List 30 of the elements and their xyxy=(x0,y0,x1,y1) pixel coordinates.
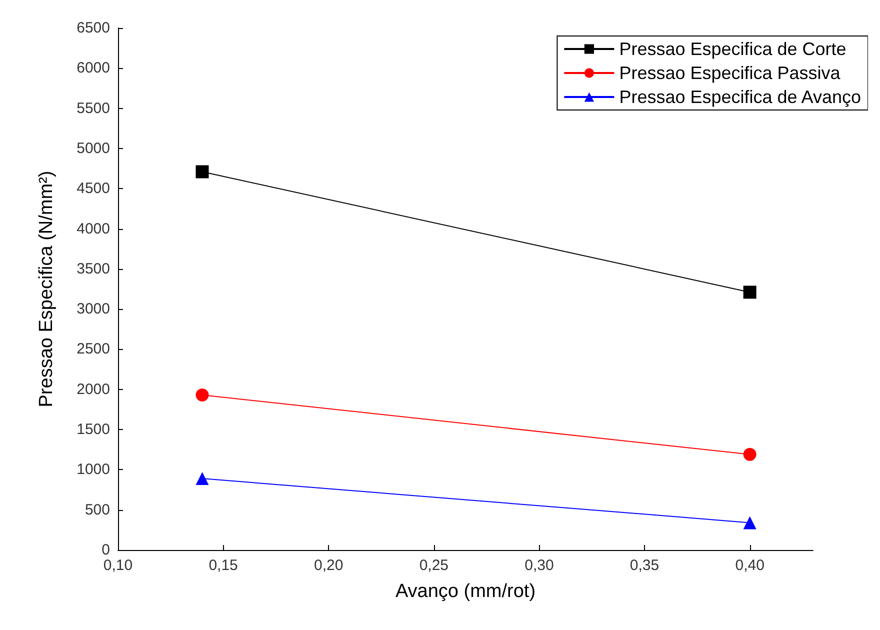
point xyxy=(743,448,756,461)
y-tick-label: 4000 xyxy=(76,220,110,238)
y-tick-label: 5500 xyxy=(76,100,110,117)
y-tick-label: 5000 xyxy=(76,140,110,157)
y-tick-label: 6000 xyxy=(76,60,110,77)
y-tick-label: 4500 xyxy=(76,180,110,198)
point xyxy=(743,286,756,299)
y-tick-label: 1500 xyxy=(76,421,110,438)
y-tick-label: 3000 xyxy=(76,300,110,318)
point xyxy=(196,388,209,402)
x-tick-label: 0,20 xyxy=(314,557,344,574)
y-tick-label: 500 xyxy=(84,501,110,518)
y-tick-label: 3500 xyxy=(76,260,110,278)
y-tick-label: 6500 xyxy=(76,20,110,36)
legend-label: Pressao Especifica de Avanço xyxy=(619,87,862,107)
x-tick-label: 0,35 xyxy=(630,557,660,574)
legend-label: Pressao Especifica Passiva xyxy=(619,63,842,83)
x-tick-label: 0,25 xyxy=(419,557,449,574)
x-tick-label: 0,15 xyxy=(208,557,238,574)
x-axis-title: Avanço (mm/rot) xyxy=(395,581,536,602)
point xyxy=(196,165,209,178)
y-tick-label: 0 xyxy=(102,542,110,558)
y-tick-label: 1000 xyxy=(76,461,110,478)
y-tick-label: 2500 xyxy=(76,340,110,358)
y-axis-title: Pressao Especifica (N/mm²) xyxy=(36,170,57,408)
x-tick-label: 0,30 xyxy=(524,557,554,574)
x-tick-label: 0,40 xyxy=(735,557,764,574)
y-tick-label: 2000 xyxy=(76,380,110,398)
x-tick-label: 0,10 xyxy=(103,557,133,574)
legend-label: Pressao Especifica de Corte xyxy=(619,39,846,59)
